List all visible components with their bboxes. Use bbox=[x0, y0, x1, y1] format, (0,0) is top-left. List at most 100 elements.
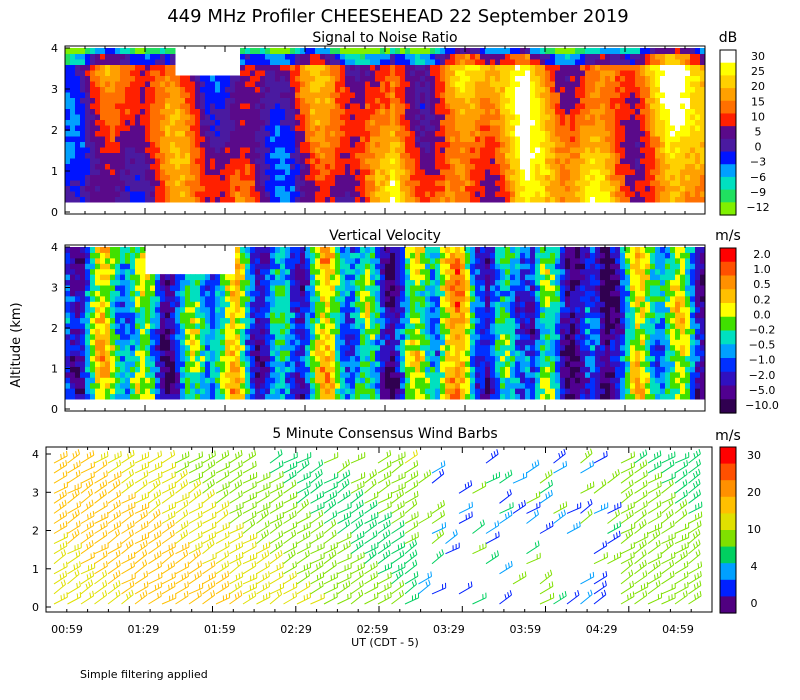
heatmap-cell bbox=[300, 247, 306, 253]
heatmap-cell bbox=[240, 75, 246, 82]
heatmap-cell bbox=[230, 141, 236, 148]
heatmap-cell bbox=[360, 75, 366, 82]
heatmap-cell bbox=[535, 103, 541, 109]
heatmap-cell bbox=[255, 180, 261, 186]
heatmap-cell bbox=[525, 180, 531, 186]
heatmap-cell bbox=[250, 180, 256, 186]
heatmap-cell bbox=[395, 158, 401, 164]
heatmap-cell bbox=[665, 185, 671, 192]
heatmap-cell bbox=[535, 185, 541, 192]
heatmap-cell bbox=[170, 86, 176, 93]
heatmap-cell bbox=[195, 125, 201, 131]
heatmap-cell bbox=[265, 306, 271, 313]
heatmap-cell bbox=[220, 388, 226, 395]
heatmap-cell bbox=[580, 196, 586, 203]
heatmap-cell bbox=[410, 53, 416, 60]
heatmap-cell bbox=[95, 136, 101, 142]
heatmap-cell bbox=[375, 125, 381, 131]
heatmap-cell bbox=[280, 97, 286, 104]
heatmap-cell bbox=[125, 70, 131, 76]
heatmap-cell bbox=[635, 130, 641, 137]
heatmap-cell bbox=[625, 53, 631, 60]
heatmap-cell bbox=[280, 158, 286, 164]
heatmap-cell bbox=[565, 119, 571, 126]
heatmap-cell bbox=[190, 119, 196, 126]
heatmap-cell bbox=[335, 174, 341, 181]
heatmap-cell bbox=[130, 136, 136, 142]
heatmap-cell bbox=[425, 48, 431, 54]
heatmap-cell bbox=[205, 366, 211, 373]
heatmap-cell bbox=[485, 59, 491, 65]
heatmap-cell bbox=[90, 147, 96, 153]
heatmap-cell bbox=[315, 247, 321, 253]
heatmap-cell bbox=[245, 70, 251, 76]
heatmap-cell bbox=[570, 75, 576, 82]
heatmap-cell bbox=[150, 328, 156, 335]
heatmap-cell bbox=[175, 169, 181, 175]
heatmap-cell bbox=[200, 125, 206, 131]
heatmap-cell bbox=[260, 163, 266, 170]
heatmap-cell bbox=[410, 125, 416, 131]
heatmap-cell bbox=[280, 279, 286, 286]
heatmap-cell bbox=[265, 108, 271, 115]
heatmap-cell bbox=[395, 92, 401, 98]
heatmap-cell bbox=[200, 371, 206, 378]
heatmap-cell bbox=[355, 92, 361, 98]
heatmap-cell bbox=[180, 317, 186, 324]
heatmap-cell bbox=[435, 141, 441, 148]
heatmap-cell bbox=[65, 333, 71, 340]
heatmap-cell bbox=[100, 285, 106, 291]
heatmap-cell bbox=[120, 185, 126, 192]
heatmap-cell bbox=[145, 196, 151, 203]
heatmap-cell bbox=[225, 163, 231, 170]
heatmap-cell bbox=[470, 125, 476, 131]
heatmap-cell bbox=[650, 174, 656, 181]
heatmap-cell bbox=[255, 290, 261, 297]
heatmap-cell bbox=[65, 382, 71, 389]
heatmap-cell bbox=[185, 350, 191, 357]
heatmap-cell bbox=[255, 64, 261, 71]
heatmap-cell bbox=[275, 174, 281, 181]
heatmap-cell bbox=[95, 350, 101, 357]
heatmap-cell bbox=[285, 382, 291, 389]
heatmap-cell bbox=[195, 174, 201, 181]
heatmap-cell bbox=[145, 185, 151, 192]
heatmap-cell bbox=[280, 130, 286, 137]
heatmap-cell bbox=[350, 136, 356, 142]
heatmap-cell bbox=[495, 92, 501, 98]
heatmap-cell bbox=[180, 301, 186, 308]
heatmap-cell bbox=[270, 114, 276, 120]
heatmap-cell bbox=[225, 393, 231, 400]
heatmap-cell bbox=[250, 295, 256, 302]
heatmap-cell bbox=[295, 344, 301, 351]
heatmap-cell bbox=[545, 158, 551, 164]
heatmap-cell bbox=[140, 295, 146, 302]
heatmap-cell bbox=[160, 158, 166, 164]
heatmap-cell bbox=[555, 141, 561, 148]
heatmap-cell bbox=[145, 114, 151, 120]
heatmap-cell bbox=[260, 371, 266, 378]
heatmap-cell bbox=[195, 114, 201, 120]
heatmap-cell bbox=[270, 339, 276, 346]
heatmap-cell bbox=[670, 185, 676, 192]
heatmap-cell bbox=[435, 64, 441, 71]
heatmap-cell bbox=[95, 285, 101, 291]
heatmap-cell bbox=[315, 361, 321, 367]
heatmap-cell bbox=[555, 125, 561, 131]
heatmap-cell bbox=[260, 136, 266, 142]
heatmap-cell bbox=[115, 382, 121, 389]
heatmap-cell bbox=[400, 180, 406, 186]
heatmap-cell bbox=[325, 191, 331, 197]
heatmap-cell bbox=[75, 92, 81, 98]
heatmap-cell bbox=[220, 125, 226, 131]
heatmap-cell bbox=[130, 180, 136, 186]
heatmap-cell bbox=[470, 163, 476, 170]
heatmap-cell bbox=[235, 119, 241, 126]
heatmap-cell bbox=[345, 147, 351, 153]
heatmap-cell bbox=[340, 70, 346, 76]
heatmap-cell bbox=[525, 191, 531, 197]
heatmap-cell bbox=[485, 125, 491, 131]
heatmap-cell bbox=[410, 130, 416, 137]
heatmap-cell bbox=[405, 114, 411, 120]
heatmap-cell bbox=[170, 279, 176, 286]
